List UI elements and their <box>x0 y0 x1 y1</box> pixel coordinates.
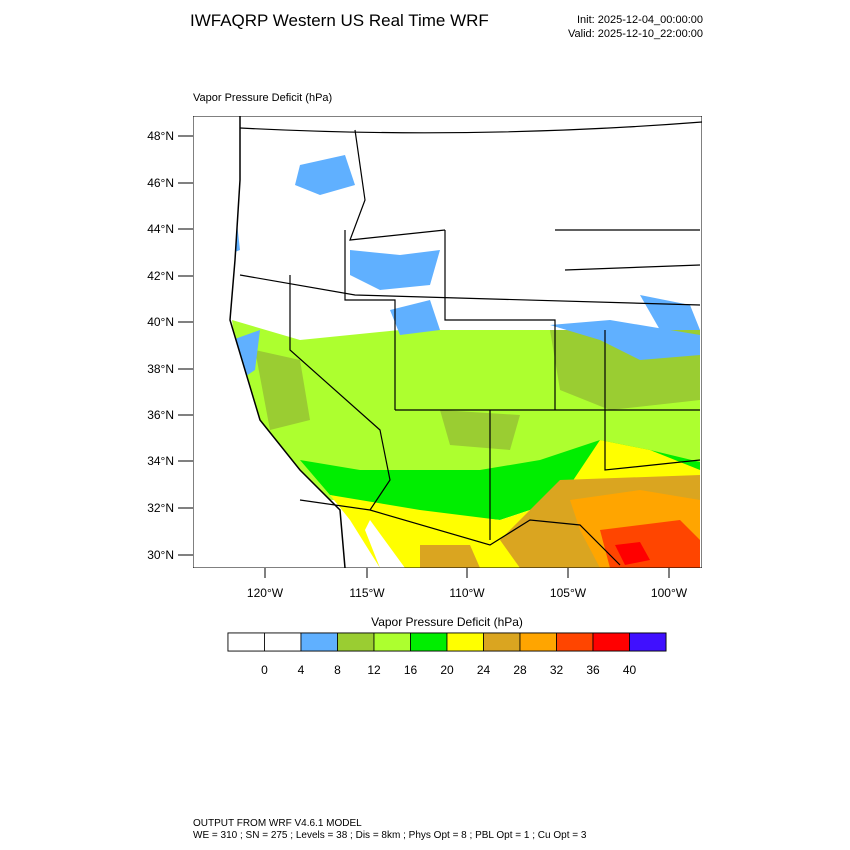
map-fill <box>193 116 702 568</box>
lat-tick-label: 34°N <box>147 454 174 468</box>
colorbar-box <box>337 632 375 652</box>
colorbar-box <box>300 632 338 652</box>
lon-tick-label: 105°W <box>550 586 587 600</box>
colorbar-box <box>556 632 594 652</box>
footer-line: OUTPUT FROM WRF V4.6.1 MODEL <box>193 818 362 829</box>
field-label: Vapor Pressure Deficit (hPa) <box>193 92 332 104</box>
colorbar-label: 32 <box>550 663 564 677</box>
colorbar-label: 12 <box>367 663 381 677</box>
lat-tick-label: 40°N <box>147 315 174 329</box>
colorbar-label: 16 <box>404 663 418 677</box>
colorbar-box <box>629 632 667 652</box>
colorbar-box <box>227 632 265 652</box>
colorbar-box <box>519 632 557 652</box>
lat-tick-label: 46°N <box>147 176 174 190</box>
footer-line: WE = 310 ; SN = 275 ; Levels = 38 ; Dis … <box>193 830 587 841</box>
lat-tick-label: 48°N <box>147 129 174 143</box>
colorbar-box <box>410 632 448 652</box>
lat-tick-label: 36°N <box>147 408 174 422</box>
colorbar-label: 4 <box>298 663 305 677</box>
lat-tick-label: 38°N <box>147 362 174 376</box>
colorbar-box <box>264 632 302 652</box>
title: IWFAQRP Western US Real Time WRF <box>190 11 489 30</box>
colorbar-title: Vapor Pressure Deficit (hPa) <box>371 615 523 629</box>
lon-tick-label: 100°W <box>651 586 688 600</box>
lat-tick-label: 30°N <box>147 548 174 562</box>
colorbar-label: 8 <box>334 663 341 677</box>
lon-tick-label: 110°W <box>449 586 485 600</box>
lat-tick-label: 44°N <box>147 222 174 236</box>
lat-tick-label: 32°N <box>147 501 174 515</box>
colorbar-label: 24 <box>477 663 491 677</box>
lon-tick-label: 120°W <box>247 586 284 600</box>
colorbar-box <box>483 632 521 652</box>
colorbar-label: 40 <box>623 663 637 677</box>
colorbar-label: 20 <box>440 663 454 677</box>
colorbar-box <box>592 632 630 652</box>
colorbar-box <box>446 632 484 652</box>
colorbar-label: 28 <box>513 663 527 677</box>
lat-tick-label: 42°N <box>147 269 174 283</box>
init-time: Init: 2025-12-04_00:00:00 <box>577 14 703 26</box>
lon-tick-label: 115°W <box>349 586 385 600</box>
valid-time: Valid: 2025-12-10_22:00:00 <box>568 28 703 40</box>
colorbar-box <box>373 632 411 652</box>
colorbar-label: 36 <box>586 663 600 677</box>
colorbar-label: 0 <box>261 663 268 677</box>
